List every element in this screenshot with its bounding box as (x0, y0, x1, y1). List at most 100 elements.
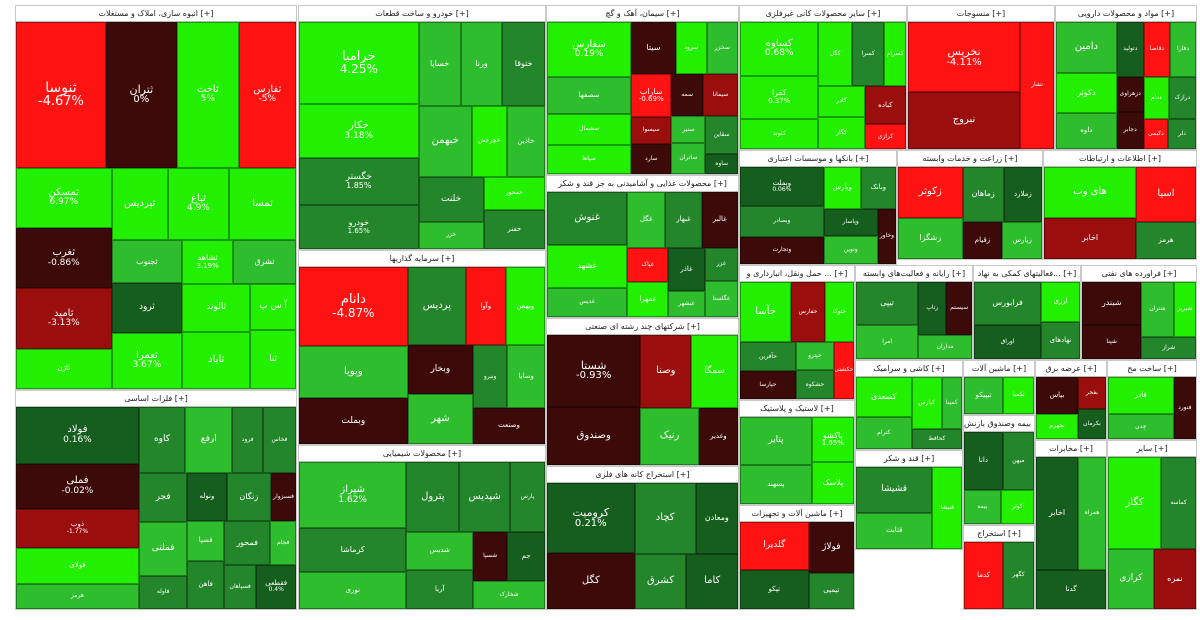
sector-header[interactable]: قند و شکر [+] (856, 451, 962, 467)
tile[interactable]: ثنوسا -4.67% (16, 22, 106, 168)
tile[interactable]: پتایر (740, 417, 812, 466)
sector-header[interactable]: خودرو و ساخت قطعات [+] (299, 6, 545, 22)
tile[interactable]: زماهان (962, 167, 1004, 223)
tile[interactable]: خلنت (418, 176, 484, 222)
tile[interactable]: فاوله (138, 575, 188, 609)
tile[interactable]: وتجارت (740, 236, 824, 264)
tile[interactable]: آریا (406, 569, 474, 609)
tile[interactable]: تیپیکو (964, 377, 1004, 414)
tile[interactable]: کرازی (1108, 548, 1154, 609)
tile[interactable]: نمره (1153, 548, 1196, 609)
tile[interactable]: اوراق (974, 324, 1042, 359)
tile[interactable]: کگل (547, 552, 635, 609)
tile[interactable]: حتوکا (824, 282, 854, 343)
tile[interactable]: ثاخت 5% (176, 22, 239, 168)
tile[interactable]: رنیک (640, 408, 699, 465)
tile[interactable]: دکیمی (1143, 119, 1169, 149)
tile[interactable]: نخریس -4.11% (908, 22, 1021, 93)
tile[interactable]: اخابر (1044, 218, 1136, 259)
tile[interactable]: ثنا (250, 330, 296, 389)
sector-header[interactable]: محصولات غذایی و آشامیدنی به جز قند و شکر… (547, 176, 738, 192)
tile[interactable]: ثرود (111, 283, 183, 333)
sector-header[interactable]: شرکتهای چند رشته ای صنعتی [+] (547, 319, 738, 335)
tile[interactable]: بجهرم (1036, 414, 1078, 439)
tile[interactable]: ددام (1143, 77, 1169, 120)
tile[interactable]: نبروج (908, 92, 1021, 149)
tile[interactable]: حپارسا (740, 371, 796, 399)
tile[interactable]: وبملت 0.06% (740, 167, 824, 206)
sector-header[interactable]: لاستیک و پلاستیک [+] (740, 401, 854, 417)
sector-header[interactable]: حمل ونقل، انبارداری و ... [+] (740, 266, 854, 282)
tile[interactable]: وبانک (860, 167, 896, 209)
tile[interactable]: کگهر (1003, 542, 1034, 609)
tile[interactable]: شپدیس (459, 462, 511, 533)
tile[interactable]: ساوه (705, 153, 738, 174)
tile[interactable]: پسهند (740, 465, 812, 504)
sector-header[interactable]: بیمه وصندوق بازنش [+] (964, 416, 1034, 432)
tile[interactable]: حآسا (740, 282, 792, 343)
tile[interactable]: فملی -0.02% (16, 463, 139, 509)
tile[interactable]: خاذین (506, 106, 545, 177)
tile[interactable]: زملارد (1003, 167, 1042, 223)
tile[interactable]: غبهار (665, 192, 702, 249)
tile[interactable]: کشرق (634, 553, 687, 609)
tile[interactable]: کباده (864, 86, 906, 125)
tile[interactable]: فسبزوار (271, 473, 296, 521)
tile[interactable]: تکمبا (1003, 377, 1034, 414)
tile[interactable]: ونیرو (472, 345, 508, 409)
tile[interactable]: شخارک (473, 580, 545, 609)
tile[interactable]: نوری (299, 571, 407, 609)
tile[interactable]: ساراب -0.69% (631, 74, 672, 118)
sector-header[interactable]: استخراج [+] (964, 526, 1034, 542)
tile[interactable]: کاوه (138, 407, 186, 474)
tile[interactable]: ثشاهد 3.19% (182, 240, 234, 284)
tile[interactable]: غالبر (701, 192, 738, 249)
tile[interactable]: پترول (406, 462, 460, 533)
tile[interactable]: قثابت (856, 512, 933, 549)
tile[interactable]: شتران (1141, 282, 1174, 338)
tile[interactable]: شپنا (1082, 324, 1142, 359)
tile[interactable]: جم (507, 532, 545, 581)
tile[interactable]: کلوند (740, 119, 819, 149)
tile[interactable]: کحافظ (911, 428, 962, 449)
tile[interactable]: فولاد 0.16% (16, 407, 139, 464)
tile[interactable]: خساپا (418, 22, 461, 107)
tile[interactable]: خچرخش (471, 106, 507, 177)
tile[interactable]: خکار 3.18% (299, 103, 419, 159)
tile[interactable]: فرابورس (974, 282, 1042, 325)
sector-header[interactable]: مخابرات [+] (1036, 441, 1106, 457)
tile[interactable]: شبریز (1173, 282, 1196, 338)
tile[interactable]: مداران (918, 334, 972, 359)
tile[interactable]: گلدیرا (740, 522, 809, 571)
tile[interactable]: سمه (671, 74, 703, 117)
sector-header[interactable]: سایر [+] (1108, 441, 1196, 457)
tile[interactable]: کرماشا (299, 528, 407, 572)
tile[interactable]: خزر (418, 222, 484, 249)
tile[interactable]: سصفها (547, 77, 632, 114)
tile[interactable]: خفنر (483, 210, 545, 249)
tile[interactable]: حکشتی (833, 342, 854, 399)
tile[interactable]: شبندر (1082, 282, 1142, 325)
tile[interactable]: شسپا (473, 532, 508, 581)
tile[interactable]: کساوه 0.68% (740, 22, 819, 76)
tile[interactable]: آ س پ (250, 283, 296, 331)
tile[interactable]: کترام (856, 417, 912, 449)
tile[interactable]: فخاس (262, 407, 296, 474)
tile[interactable]: کمینا (941, 377, 962, 429)
tile[interactable]: غنوش (547, 192, 628, 246)
tile[interactable]: کگاز (818, 116, 865, 149)
tile[interactable]: وصندوق (547, 406, 641, 465)
tile[interactable]: دکوثر (1056, 72, 1117, 114)
tile[interactable]: فجام (270, 520, 296, 565)
sector-header[interactable]: اطلاعات و ارتباطات [+] (1044, 151, 1196, 167)
tile[interactable]: فمحور (223, 520, 271, 565)
tile[interactable]: پردیس (407, 267, 466, 346)
tile[interactable]: وصنعت (472, 408, 545, 444)
sector-header[interactable]: مواد و محصولات دارویی [+] (1056, 6, 1196, 22)
tile[interactable]: وبملت (299, 398, 408, 444)
sector-header[interactable]: فلزات اساسی [+] (16, 391, 296, 407)
tile[interactable]: کپارس (911, 377, 942, 429)
tile[interactable]: دزهراوی (1116, 77, 1144, 113)
tile[interactable]: غاذر (668, 248, 705, 291)
tile[interactable]: ختوقا (502, 22, 545, 107)
